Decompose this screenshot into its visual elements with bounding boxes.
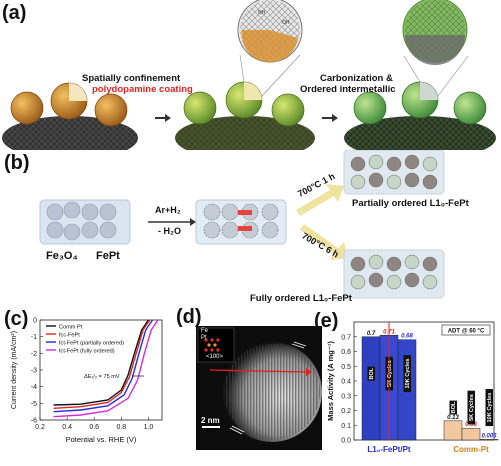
- panel-c-label: (c): [4, 308, 29, 330]
- legend-entry-3: fct-FePt (fully ordered): [59, 348, 115, 354]
- panel-d-label: (d): [176, 306, 202, 328]
- panel-d-inset-label: <100>: [206, 354, 224, 360]
- y-tick-label: 0.6: [341, 349, 351, 356]
- y-axis-label: Current density (mA/cm²): [11, 331, 18, 409]
- half-wave-annotation: ΔE₁/₂ = 75 mV: [84, 374, 120, 380]
- y-tick-label: -6: [31, 418, 37, 425]
- y-tick-label: 0: [33, 318, 37, 325]
- y-tick-label: 0.1: [341, 423, 351, 430]
- panel-d-element-pt: Pt: [201, 335, 207, 341]
- bar-value-label: 0.13: [447, 415, 459, 421]
- panel-a-illustration: NH OH: [2, 0, 496, 150]
- stage-3-particles: [344, 0, 496, 150]
- stage-2-particles: NH OH: [175, 0, 315, 150]
- panel-d-scale-bar-label: 2 nm: [201, 416, 220, 425]
- y-tick-label: -2: [31, 351, 37, 358]
- bar-1-2: [479, 439, 499, 441]
- y-tick-label: -3: [31, 368, 37, 375]
- bar-series-label: 5K Cycles: [387, 360, 393, 387]
- y-tick-label: 0.7: [341, 334, 351, 341]
- x-tick-label: 0.2: [35, 424, 45, 431]
- y-tick-label: 0.4: [341, 379, 351, 386]
- panel-a-text-left-1: Spatially confinement: [82, 73, 181, 84]
- x-tick-label: 1.0: [144, 424, 154, 431]
- svg-text:OH: OH: [282, 20, 290, 26]
- x-tick-label: 0.8: [116, 424, 126, 431]
- y-tick-label: -5: [31, 401, 37, 408]
- y-tick-label: 0.0: [341, 438, 351, 445]
- y-tick-label: 0.5: [341, 364, 351, 371]
- bar-value-label: 0.005: [481, 433, 497, 439]
- bar-series-label: 5K Cycles: [469, 394, 475, 421]
- x-axis-label: Potential vs. RHE (V): [66, 435, 137, 444]
- bar-series-label: BOL: [369, 367, 375, 379]
- bar-1-1: [461, 427, 481, 441]
- series-line-0: [53, 319, 149, 406]
- bar-value-label: 0.7: [367, 331, 376, 337]
- series-line-1: [53, 319, 151, 409]
- series-line-3: [53, 319, 159, 418]
- adt-badge-text: ADT @ 60 °C: [448, 329, 485, 335]
- panel-a-text-right-1: Carbonization &: [320, 73, 393, 84]
- panel-b-reagent-1: Ar+H₂: [155, 205, 181, 215]
- bar-0-0: [361, 336, 381, 441]
- stage-1-particles: [2, 82, 138, 150]
- y-tick-label: 0.2: [341, 408, 351, 415]
- bar-series-label-bg: [467, 390, 475, 425]
- group-label-2: Comm-Pt: [453, 445, 489, 454]
- bar-series-label-bg: [485, 389, 493, 427]
- panel-d-tem-image: [196, 326, 322, 450]
- bar-1-0: [443, 420, 463, 441]
- bar-series-label: BOL: [451, 401, 457, 413]
- group-label-1: L1₀-FePt/Pt: [367, 445, 411, 454]
- legend-entry-0: Comm Pt: [59, 324, 83, 330]
- panel-b-fept: FePt: [96, 250, 120, 262]
- y-axis-label: Mass Activity (A mg⁻¹): [326, 341, 335, 421]
- adt-badge: [441, 324, 491, 336]
- x-tick-label: 0.6: [89, 424, 99, 431]
- panel-a-text-left-2: polydopamine coating: [92, 84, 193, 95]
- y-tick-label: -4: [31, 384, 37, 391]
- svg-text:NH: NH: [258, 10, 266, 16]
- legend-entry-1: fcc-FePt: [59, 332, 80, 338]
- bar-series-label-bg: [403, 355, 411, 393]
- bar-series-label: 10K Cycles: [487, 393, 493, 423]
- x-tick-label: 0.4: [62, 424, 72, 431]
- bar-series-label-bg: [449, 400, 457, 415]
- bar-series-label: 10K Cycles: [405, 359, 411, 389]
- panel-d-element-fe: Fe: [201, 328, 209, 334]
- panel-c-lsv-chart: 0.2 0.4 0.6 0.8 1.0 0 -1 -2 -3 -4 -5 -6 Potential vs…: [11, 318, 163, 444]
- panel-e-label: (e): [314, 310, 339, 332]
- panel-a-text-right-2: Ordered intermetallic: [300, 84, 396, 95]
- panel-e-mass-activity-chart: 0.0 0.1 0.2 0.3 0.4 0.5 0.6 0.7 Mass Activity (A…: [326, 321, 499, 454]
- panel-b-reagent-2: - H₂O: [158, 226, 181, 236]
- bar-value-label: 0.08: [465, 422, 477, 428]
- panel-a-label: (a): [2, 2, 27, 24]
- legend-entry-2: fct-FePt (partially ordered): [59, 340, 124, 346]
- panel-b-product-2: Fully ordered L1₀-FePt: [250, 293, 352, 304]
- panel-b-illustration: [39, 150, 445, 299]
- series-line-2: [53, 319, 154, 413]
- y-tick-label: 0.3: [341, 393, 351, 400]
- panel-b-label: (b): [4, 152, 30, 174]
- bar-series-label-bg: [367, 366, 375, 381]
- bar-value-label: 0.68: [401, 334, 413, 340]
- y-tick-label: -1: [31, 334, 37, 341]
- panel-b-product-1: Partially ordered L1₀-FePt: [352, 198, 469, 209]
- panel-b-fe3o4: Fe₃O₄: [46, 250, 78, 262]
